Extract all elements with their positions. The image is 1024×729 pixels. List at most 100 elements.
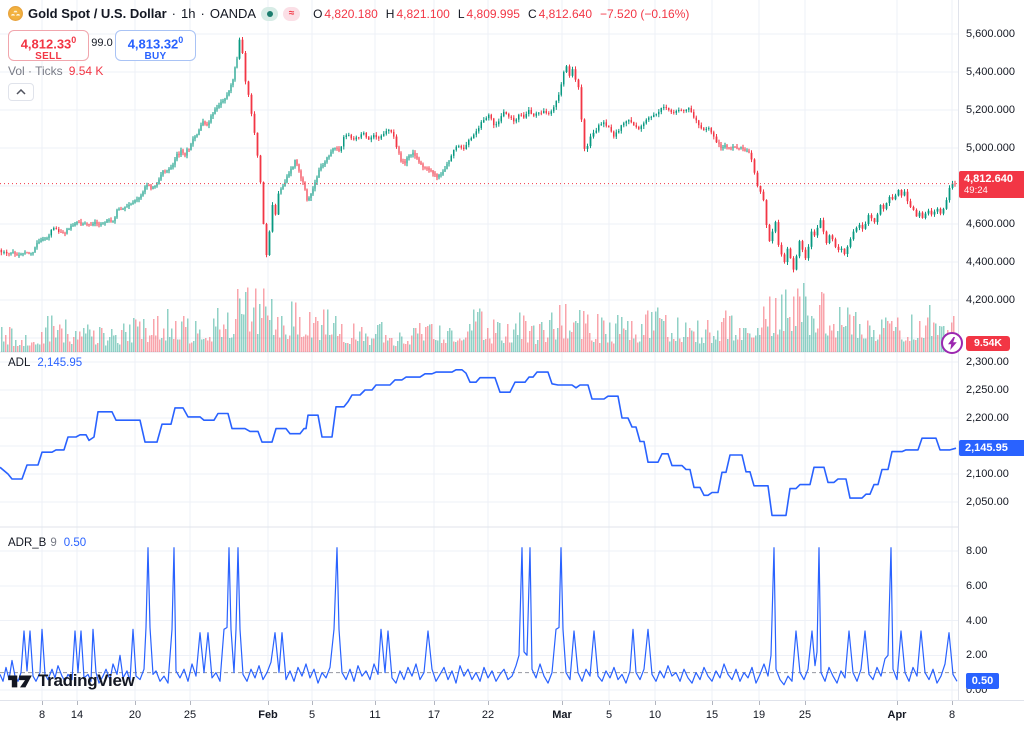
green-dot-icon [266,10,273,17]
time-tick-mark [434,701,435,705]
low-label: L [457,6,465,21]
time-axis-label: 17 [427,709,441,721]
interval-label[interactable]: 1h [181,6,196,21]
spread-value: 99.0 [91,37,113,49]
axis-label: 5,400.000 [966,66,1015,78]
time-axis-label: 10 [648,709,662,721]
time-axis-label: 11 [369,709,381,721]
buy-button[interactable]: 4,813.320 BUY [115,30,196,63]
time-axis-label: 22 [481,709,495,721]
time-tick-mark [952,701,953,705]
buy-price-pip: 0 [178,35,184,45]
axis-label: 2,250.00 [966,384,1009,396]
close-value: 4,812.640 [538,6,592,21]
sell-price-pip: 0 [71,35,77,45]
time-axis-label: 5 [308,709,316,721]
adr-label: ADR_B [8,537,47,549]
axis-label: 5,600.000 [966,28,1015,40]
ohlc-readout: O 4,820.180 H 4,821.100 L 4,809.995 C 4,812.… [311,7,689,21]
flash-boost-icon[interactable] [941,332,963,354]
volume-legend[interactable]: Vol · Ticks 9.54 K [8,64,103,78]
time-tick-mark [375,701,376,705]
volume-value: 9.54 K [68,64,104,78]
tradingview-logo-text: TradingView [38,671,135,690]
open-label: O [313,6,323,21]
gold-coin-icon [8,6,23,21]
axis-label: 4,200.000 [966,294,1015,306]
axis-label: 2,100.00 [966,468,1009,480]
grid-lines [0,0,958,700]
axis-label: 2.00 [966,649,988,662]
time-axis-label: 8 [948,709,956,721]
axis-label: 4.00 [966,614,988,627]
axis-label: 8.00 [966,545,988,558]
time-axis-label: 25 [798,709,812,721]
high-label: H [385,6,395,21]
time-tick-mark [655,701,656,705]
adl-label: ADL [8,357,31,369]
close-label: C [527,6,537,21]
time-tick-mark [609,701,610,705]
time-tick-mark [42,701,43,705]
time-tick-mark [190,701,191,705]
time-tick-mark [805,701,806,705]
time-axis[interactable]: 8 14 20 25 Feb 5 11 17 22 Mar 5 10 15 19 25 Apr 8 [0,700,1024,729]
adr-param: 9 [50,537,57,549]
axis-label: 2,050.00 [966,496,1009,508]
time-axis-label: 25 [183,709,197,721]
time-tick-mark [135,701,136,705]
time-axis-label: 15 [705,709,719,721]
symbol-legend[interactable]: Gold Spot / U.S. Dollar · 1h · OANDA ≈ O… [8,5,689,22]
adl-value: 2,145.95 [37,357,83,369]
adl-legend[interactable]: ADL 2,145.95 [8,357,82,369]
volume-bars [1,283,957,352]
axis-label: 2,300.00 [966,356,1009,368]
time-tick-mark [712,701,713,705]
high-value: 4,821.100 [396,6,450,21]
adl-line [0,368,957,517]
tradingview-logo-icon [8,675,32,688]
open-value: 4,820.180 [324,6,378,21]
adr-legend[interactable]: ADR_B 9 0.50 [8,537,86,549]
time-axis-label: 5 [605,709,613,721]
time-axis-label: 8 [38,709,46,721]
candlestick-series [0,37,956,273]
time-axis-label: 20 [128,709,142,721]
sell-button-label: SELL [35,51,62,63]
buy-button-label: BUY [144,51,167,63]
axis-label: 4,400.000 [966,256,1015,268]
symbol-title[interactable]: Gold Spot / U.S. Dollar [28,6,167,21]
change-value: −7.520 (−0.16%) [600,6,690,21]
current-price-value: 4,812.640 [964,173,1013,185]
title-separator2: · [200,6,205,21]
axis-label: 4,600.000 [966,218,1015,230]
time-tick-mark [897,701,898,705]
tradingview-logo[interactable]: TradingView [8,671,135,691]
chevron-up-icon [16,89,26,95]
current-price-badge: 4,812.640 49:24 [959,171,1024,198]
sell-price: 4,812.33 [20,36,72,52]
adr-line [0,547,958,686]
sell-button[interactable]: 4,812.330 SELL [8,30,89,63]
time-tick-mark [77,701,78,705]
collapse-legend-button[interactable] [8,83,34,101]
time-tick-mark [488,701,489,705]
axis-label: 2,200.00 [966,412,1009,424]
axis-label: 6.00 [966,579,988,592]
time-tick-mark [562,701,563,705]
synthetic-data-icon[interactable]: ≈ [283,6,301,21]
market-open-status-icon[interactable] [261,6,279,21]
time-axis-label: 19 [752,709,766,721]
adl-axis-badge: 2,145.95 [959,440,1024,456]
time-tick-mark [268,701,269,705]
time-axis-label: 14 [70,709,84,721]
time-tick-mark [312,701,313,705]
volume-axis-badge: 9.54K [966,336,1010,351]
panel-separators [0,351,1024,528]
axis-label: 5,000.000 [966,142,1015,154]
volume-label: Vol · Ticks [8,64,63,78]
exchange-label[interactable]: OANDA [209,6,257,21]
bar-countdown: 49:24 [964,185,988,196]
